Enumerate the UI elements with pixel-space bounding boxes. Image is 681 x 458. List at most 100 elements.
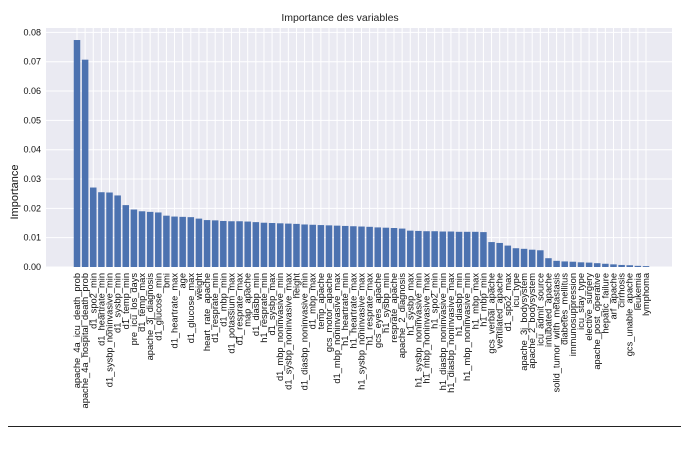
bar <box>407 230 414 267</box>
x-tick-label: age <box>178 273 188 289</box>
bar <box>512 248 520 267</box>
x-tick-label: icu_type <box>511 273 521 308</box>
bar <box>358 226 365 267</box>
bar <box>602 263 609 267</box>
bar <box>171 216 178 267</box>
x-tick-label: d1_potassium_max <box>226 273 236 354</box>
x-tick-label: h1_mbp_max <box>470 273 480 330</box>
bar <box>195 218 203 267</box>
bar <box>146 211 154 267</box>
x-tick-label: d1_mbp_max <box>308 273 318 330</box>
bar <box>585 262 593 267</box>
bar <box>333 225 341 267</box>
y-tick-label: 0.08 <box>23 27 41 37</box>
x-tick-label: d1_glucose_max <box>186 273 196 344</box>
x-tick-label: apache_4a_icu_death_prob <box>72 273 82 388</box>
bar <box>285 223 292 267</box>
bar <box>431 231 438 267</box>
x-tick-label: temp_apache <box>316 273 326 329</box>
x-tick-label: h1_diasbp_min <box>454 273 464 336</box>
bar <box>423 231 430 267</box>
y-tick-label: 0.07 <box>23 57 41 67</box>
x-tick-label: ventilated_apache <box>495 273 505 348</box>
x-tick-label: apache_post_operative <box>592 273 602 370</box>
bar <box>268 223 276 267</box>
x-tick-label: heart_rate_apache <box>202 273 212 351</box>
x-tick-label: d1_diasbp_min <box>251 273 261 336</box>
y-tick-label: 0.01 <box>23 233 41 243</box>
x-tick-label: h1_sysbp_noninvasive_min <box>413 273 423 387</box>
bar <box>455 231 463 267</box>
bar <box>106 192 113 267</box>
bar <box>569 261 577 267</box>
x-tick-label: d1_sysbp_noninvasive_min <box>105 273 115 387</box>
x-tick-label: d1_spo2_min <box>88 273 98 329</box>
bar <box>317 225 325 267</box>
x-tick-label: gcs_verbal_apache <box>487 273 497 354</box>
x-tick-label: d1_spo2_max <box>503 273 513 332</box>
x-tick-label: apache_4a_hospital_death_prob <box>80 273 90 408</box>
bar <box>276 223 284 267</box>
x-tick-label: d1_resprate_max <box>235 273 245 346</box>
bar <box>593 263 601 267</box>
y-axis-label: Importance <box>9 164 21 219</box>
bar <box>260 222 268 267</box>
x-tick-label: lymphoma <box>641 272 651 316</box>
x-tick-label: h1_resprate_min <box>259 273 269 343</box>
bar <box>382 227 390 267</box>
bar <box>325 225 333 267</box>
bar <box>98 192 105 267</box>
x-tick-label: apache_2_diagnosis <box>397 273 407 359</box>
x-tick-label: h1_mbp_min <box>478 273 488 327</box>
x-tick-label: apache_3j_diagnosis <box>145 273 155 361</box>
x-tick-label: resprate_apache <box>389 273 399 343</box>
bar <box>390 228 398 267</box>
bar <box>626 265 633 267</box>
x-tick-label: gcs_eyes_apache <box>373 273 383 348</box>
x-tick-label: gcs_unable_apache <box>625 273 635 356</box>
x-tick-label: map_apache <box>243 273 253 327</box>
bar <box>130 209 138 267</box>
bars <box>73 40 650 267</box>
x-tick-label: h1_spo2_min <box>430 273 440 329</box>
bar <box>561 261 568 267</box>
x-tick-label: icu_stay_type <box>576 273 586 330</box>
y-tick-label: 0.06 <box>23 86 41 96</box>
x-tick-label: h1_resprate_max <box>365 273 375 346</box>
bar <box>439 231 447 267</box>
y-tick-label: 0.02 <box>23 203 41 213</box>
x-tick-label: h1_sysbp_noninvasive_max <box>357 273 367 390</box>
x-tick-label: h1_heartrate_max <box>348 273 358 349</box>
bar <box>350 226 357 267</box>
bar <box>301 224 308 267</box>
figure-bottom-border <box>8 426 681 427</box>
bar <box>577 262 585 267</box>
x-tick-label: solid_tumor_with_metastasis <box>552 273 562 393</box>
bar <box>463 231 471 267</box>
bar <box>155 212 162 267</box>
x-tick-label: elective_surgery <box>584 273 594 341</box>
x-tick-label: h1_diasbp_noninvasive_max <box>446 273 456 393</box>
bar <box>415 230 422 267</box>
x-tick-label: h1_mbp_noninvasive_max <box>422 273 432 384</box>
bar <box>447 231 455 267</box>
bar <box>179 216 186 267</box>
x-tick-label: h1_sysbp_min <box>381 273 391 333</box>
x-tick-label: d1_temp_max <box>137 273 147 332</box>
bar <box>211 220 219 267</box>
x-tick-label: d1_sysbp_noninvasive_max <box>283 273 293 390</box>
bar <box>610 264 617 267</box>
x-tick-label: d1_sysbp_max <box>267 273 277 336</box>
bar <box>220 220 227 267</box>
x-tick-label: d1_resprate_min <box>210 273 220 343</box>
x-tick-label: d1_sysbp_min <box>113 273 123 333</box>
x-tick-label: leukemia <box>633 272 643 310</box>
x-tick-label: cirrhosis <box>617 273 627 308</box>
x-tick-labels: apache_4a_icu_death_probapache_4a_hospit… <box>72 272 651 408</box>
x-tick-label: height <box>291 273 301 299</box>
bar <box>252 222 260 267</box>
bar <box>73 40 81 267</box>
bar <box>293 223 300 267</box>
x-tick-label: h1_heartrate_min <box>340 273 350 346</box>
x-tick-label: weight <box>194 273 204 301</box>
